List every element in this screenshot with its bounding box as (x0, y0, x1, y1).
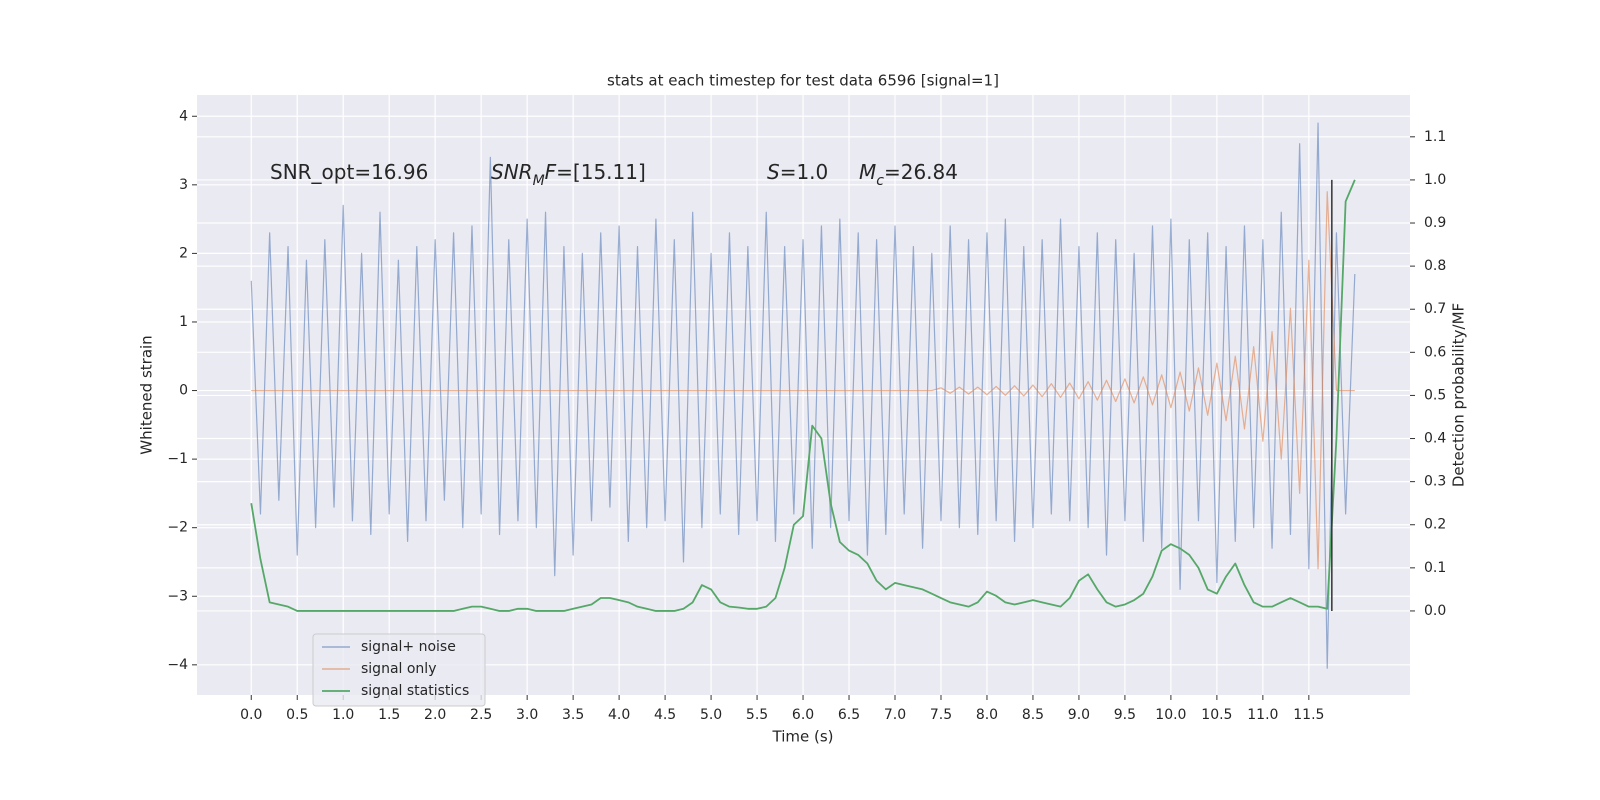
y2-tick-label: 0.9 (1424, 215, 1446, 231)
x-tick-label: 8.0 (976, 707, 998, 723)
annotation-part: M (533, 173, 545, 189)
y2-tick-label: 0.4 (1424, 431, 1446, 447)
chart-title: stats at each timestep for test data 659… (607, 72, 999, 90)
y2-tick-label: 0.7 (1424, 301, 1446, 317)
x-tick-label: 1.0 (332, 707, 354, 723)
legend-label: signal statistics (361, 683, 469, 699)
x-tick-label: 6.0 (792, 707, 814, 723)
y-tick-label: 2 (179, 245, 188, 261)
x-tick-label: 1.5 (378, 707, 400, 723)
annotation-part: =26.84 (884, 160, 958, 184)
y-tick-label: −4 (167, 657, 188, 673)
y-tick-label: −2 (167, 520, 188, 536)
y2-axis-label: Detection probability/MF (1450, 303, 1468, 487)
y2-tick-label: 0.6 (1424, 344, 1446, 360)
x-tick-label: 11.0 (1247, 707, 1278, 723)
y2-tick-label: 0.0 (1424, 603, 1446, 619)
x-tick-label: 2.0 (424, 707, 446, 723)
x-tick-label: 5.0 (700, 707, 722, 723)
x-tick-label: 6.5 (838, 707, 860, 723)
legend-frame (312, 633, 486, 707)
x-tick-label: 9.0 (1068, 707, 1090, 723)
y2-tick-label: 0.5 (1424, 387, 1446, 403)
annotation-part: F (545, 160, 557, 184)
annotation: SNRMF=[15.11] (491, 160, 646, 190)
y-tick-label: 1 (179, 314, 188, 330)
x-tick-label: 8.5 (1022, 707, 1044, 723)
annotation: S=1.0 (767, 160, 828, 184)
annotation-part: =[15.11] (556, 160, 646, 184)
x-tick-label: 3.5 (562, 707, 584, 723)
y2-tick-label: 0.2 (1424, 517, 1446, 533)
x-tick-label: 10.0 (1155, 707, 1186, 723)
y-tick-label: −3 (167, 588, 188, 604)
y2-tick-label: 0.8 (1424, 258, 1446, 274)
y-tick-label: 0 (179, 383, 188, 399)
y-tick-label: 4 (179, 108, 188, 124)
annotation-part: =1.0 (780, 160, 829, 184)
x-tick-label: 0.0 (240, 707, 262, 723)
x-tick-label: 7.0 (884, 707, 906, 723)
y2-tick-label: 1.0 (1424, 172, 1446, 188)
y-tick-label: −1 (167, 451, 188, 467)
x-tick-label: 4.5 (654, 707, 676, 723)
legend-label: signal+ noise (361, 639, 456, 655)
legend-label: signal only (361, 661, 436, 677)
x-tick-label: 11.5 (1293, 707, 1324, 723)
annotation: Mc=26.84 (859, 160, 958, 190)
annotation-part: SNR (491, 160, 533, 184)
y-axis-label: Whitened strain (138, 335, 156, 454)
x-tick-label: 10.5 (1201, 707, 1232, 723)
x-tick-label: 4.0 (608, 707, 630, 723)
annotation-part: c (876, 173, 884, 189)
series-line (250, 122, 1356, 669)
annotation-part: S (767, 160, 780, 184)
y2-tick-label: 0.1 (1424, 560, 1446, 576)
series-line (251, 191, 1355, 570)
x-axis-label: Time (s) (772, 728, 834, 746)
y2-tick-label: 0.3 (1424, 474, 1446, 490)
x-tick-label: 5.5 (746, 707, 768, 723)
annotation-part: SNR_opt=16.96 (270, 160, 428, 184)
x-tick-label: 9.5 (1114, 707, 1136, 723)
annotation: SNR_opt=16.96 (270, 160, 428, 184)
x-tick-label: 7.5 (930, 707, 952, 723)
x-tick-label: 2.5 (470, 707, 492, 723)
series-line (250, 179, 1356, 612)
y2-tick-label: 1.1 (1424, 129, 1446, 145)
x-tick-label: 0.5 (286, 707, 308, 723)
x-tick-label: 3.0 (516, 707, 538, 723)
y-tick-label: 3 (179, 177, 188, 193)
annotation-part: M (859, 160, 876, 184)
legend: signal+ noise signal only signal statistic… (312, 633, 486, 707)
